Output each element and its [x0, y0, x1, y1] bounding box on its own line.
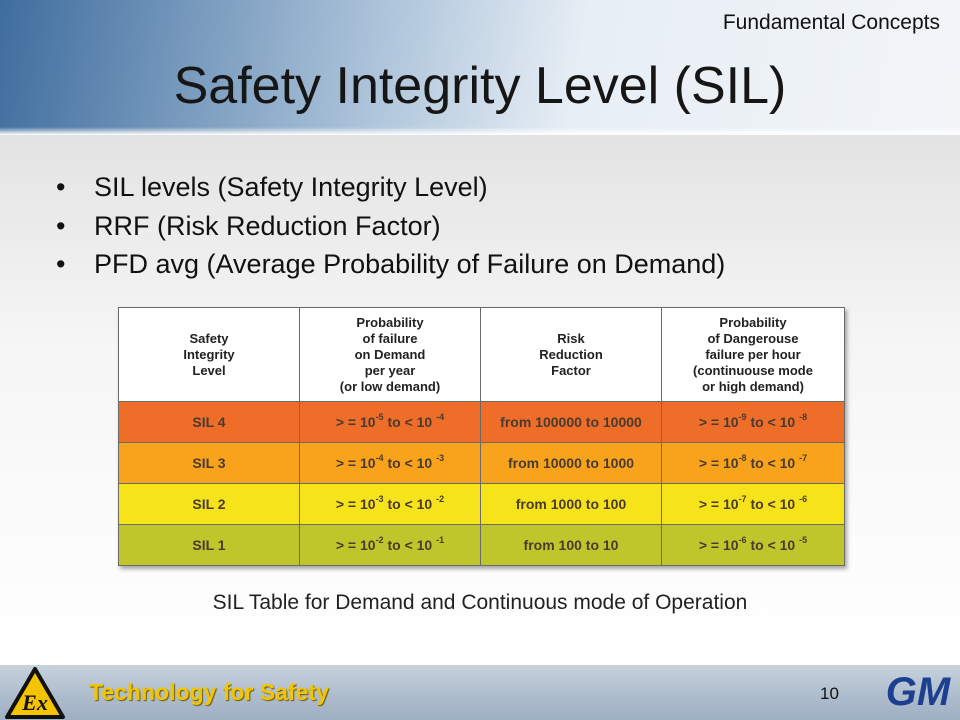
bullet-item: • RRF (Risk Reduction Factor): [56, 207, 725, 246]
header-line: per year: [364, 362, 416, 378]
table-row-sil-4: SIL 4 > = 10-5 to < 10 -4 from 100000 to…: [118, 401, 845, 443]
cell-rrf: from 100000 to 10000: [480, 401, 662, 443]
cell-level: SIL 2: [118, 483, 300, 525]
pfh-exponent-low: -8: [738, 453, 747, 463]
cell-pfh: > = 10-7 to < 10 -6: [661, 483, 845, 525]
pfh-prefix: > = 10: [698, 537, 739, 553]
header-line: Factor: [551, 362, 591, 378]
header-safety-integrity-level: Safety Integrity Level: [118, 307, 300, 402]
header-line: Risk: [557, 330, 585, 346]
header-pfh: Probability of Dangerouse failure per ho…: [661, 307, 845, 402]
header-line: Reduction: [539, 346, 603, 362]
footer-slogan: Technology for Safety: [89, 679, 329, 705]
header-line: failure per hour: [705, 346, 801, 362]
header-line: Probability: [356, 314, 424, 330]
page-number: 10: [820, 684, 839, 703]
bullet-text: RRF (Risk Reduction Factor): [94, 210, 441, 241]
pfd-exponent-high: -2: [436, 494, 445, 504]
table-row-sil-2: SIL 2 > = 10-3 to < 10 -2 from 1000 to 1…: [118, 483, 845, 525]
table-row-sil-3: SIL 3 > = 10-4 to < 10 -3 from 10000 to …: [118, 442, 845, 484]
pfd-exponent-low: -4: [375, 453, 384, 463]
pfd-exponent-low: -5: [375, 412, 384, 422]
header-line: Integrity: [183, 346, 235, 362]
sil-table: Safety Integrity Level Probability of fa…: [118, 307, 845, 566]
pfh-prefix: > = 10: [698, 455, 739, 471]
cell-pfh: > = 10-6 to < 10 -5: [661, 524, 845, 566]
pfh-prefix: > = 10: [698, 496, 739, 512]
header-line: Probability: [719, 314, 787, 330]
pfh-exponent-low: -7: [738, 494, 747, 504]
footer-bar: [0, 665, 960, 720]
table-caption: SIL Table for Demand and Continuous mode…: [212, 591, 748, 614]
cell-level: SIL 3: [118, 442, 300, 484]
gm-logo-text: GM: [886, 670, 952, 712]
pfd-prefix: > = 10: [335, 455, 376, 471]
pfd-exponent-high: -1: [436, 535, 445, 545]
pfd-exponent-high: -3: [436, 453, 445, 463]
pfh-mid: to < 10: [746, 496, 800, 512]
pfd-mid: to < 10: [383, 414, 437, 430]
cell-rrf: from 1000 to 100: [480, 483, 662, 525]
pfh-exponent-high: -8: [799, 412, 808, 422]
cell-pfd: > = 10-3 to < 10 -2: [299, 483, 481, 525]
header-line: or high demand): [702, 378, 804, 394]
pfh-mid: to < 10: [746, 414, 800, 430]
bullet-marker: •: [56, 249, 66, 279]
cell-pfd: > = 10-5 to < 10 -4: [299, 401, 481, 443]
cell-pfh: > = 10-8 to < 10 -7: [661, 442, 845, 484]
pfh-exponent-low: -6: [738, 535, 747, 545]
header-line: of Dangerouse: [707, 330, 799, 346]
section-label: Fundamental Concepts: [722, 11, 940, 34]
pfd-mid: to < 10: [383, 455, 437, 471]
ex-hazard-logo-icon: Ex: [5, 667, 65, 719]
pfh-exponent-low: -9: [738, 412, 747, 422]
cell-pfd: > = 10-2 to < 10 -1: [299, 524, 481, 566]
pfd-mid: to < 10: [383, 496, 437, 512]
pfh-exponent-high: -5: [799, 535, 808, 545]
pfd-mid: to < 10: [383, 537, 437, 553]
header-band: [0, 0, 960, 135]
bullet-item: • PFD avg (Average Probability of Failure…: [56, 245, 725, 284]
cell-rrf: from 100 to 10: [480, 524, 662, 566]
header-line: (continuouse mode: [693, 362, 813, 378]
header-pfd: Probability of failure on Demand per yea…: [299, 307, 481, 402]
header-line: (or low demand): [339, 378, 441, 394]
pfh-exponent-high: -7: [799, 453, 808, 463]
slide-title: Safety Integrity Level (SIL): [173, 57, 787, 115]
cell-level: SIL 1: [118, 524, 300, 566]
pfd-exponent-high: -4: [436, 412, 445, 422]
header-line: on Demand: [354, 346, 426, 362]
pfh-prefix: > = 10: [698, 414, 739, 430]
cell-rrf: from 10000 to 1000: [480, 442, 662, 484]
gm-company-logo-icon: GM: [886, 670, 952, 712]
header-line: Safety: [189, 330, 229, 346]
bullet-list: • SIL levels (Safety Integrity Level) • RR…: [56, 168, 725, 284]
ex-logo-text: Ex: [21, 690, 48, 715]
pfh-mid: to < 10: [746, 537, 800, 553]
header-line: Level: [192, 362, 226, 378]
pfh-mid: to < 10: [746, 455, 800, 471]
table-row-sil-1: SIL 1 > = 10-2 to < 10 -1 from 100 to 10…: [118, 524, 845, 566]
pfd-prefix: > = 10: [335, 537, 376, 553]
table-header-row: Safety Integrity Level Probability of fa…: [118, 307, 845, 402]
bullet-text: PFD avg (Average Probability of Failure …: [94, 249, 726, 279]
cell-pfd: > = 10-4 to < 10 -3: [299, 442, 481, 484]
bullet-item: • SIL levels (Safety Integrity Level): [56, 168, 725, 207]
pfd-exponent-low: -3: [375, 494, 384, 504]
pfd-prefix: > = 10: [335, 496, 376, 512]
header-rrf: Risk Reduction Factor: [480, 307, 662, 402]
header-line: of failure: [362, 330, 418, 346]
pfd-prefix: > = 10: [335, 414, 376, 430]
cell-level: SIL 4: [118, 401, 300, 443]
pfh-exponent-high: -6: [799, 494, 808, 504]
bullet-text: SIL levels (Safety Integrity Level): [94, 172, 488, 202]
bullet-marker: •: [56, 210, 66, 241]
pfd-exponent-low: -2: [375, 535, 384, 545]
bullet-marker: •: [56, 172, 66, 202]
cell-pfh: > = 10-9 to < 10 -8: [661, 401, 845, 443]
